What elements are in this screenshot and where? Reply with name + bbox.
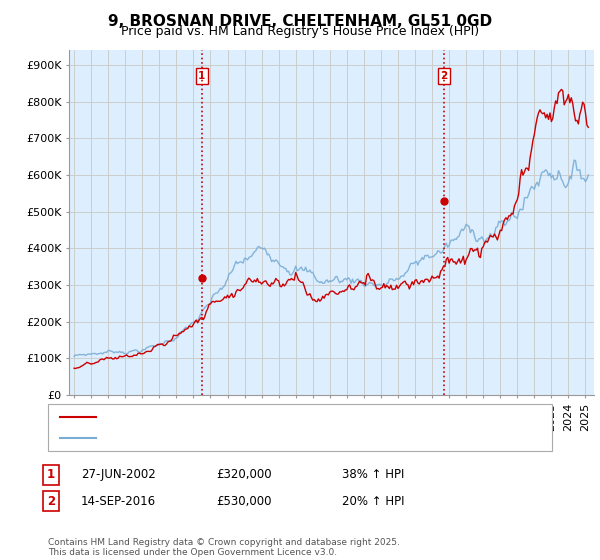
Text: 2: 2 (47, 494, 55, 508)
Text: Contains HM Land Registry data © Crown copyright and database right 2025.
This d: Contains HM Land Registry data © Crown c… (48, 538, 400, 557)
Text: 1: 1 (47, 468, 55, 482)
Text: Price paid vs. HM Land Registry's House Price Index (HPI): Price paid vs. HM Land Registry's House … (121, 25, 479, 38)
Text: £320,000: £320,000 (216, 468, 272, 482)
Text: 1: 1 (198, 71, 205, 81)
Text: 2: 2 (440, 71, 448, 81)
Text: 14-SEP-2016: 14-SEP-2016 (81, 494, 156, 508)
Text: 38% ↑ HPI: 38% ↑ HPI (342, 468, 404, 482)
Text: £530,000: £530,000 (216, 494, 271, 508)
Text: 9, BROSNAN DRIVE, CHELTENHAM, GL51 0GD: 9, BROSNAN DRIVE, CHELTENHAM, GL51 0GD (108, 14, 492, 29)
Text: HPI: Average price, detached house, Cheltenham: HPI: Average price, detached house, Chel… (105, 433, 380, 443)
Text: 20% ↑ HPI: 20% ↑ HPI (342, 494, 404, 508)
Text: 9, BROSNAN DRIVE, CHELTENHAM, GL51 0GD (detached house): 9, BROSNAN DRIVE, CHELTENHAM, GL51 0GD (… (105, 412, 460, 422)
Text: 27-JUN-2002: 27-JUN-2002 (81, 468, 156, 482)
